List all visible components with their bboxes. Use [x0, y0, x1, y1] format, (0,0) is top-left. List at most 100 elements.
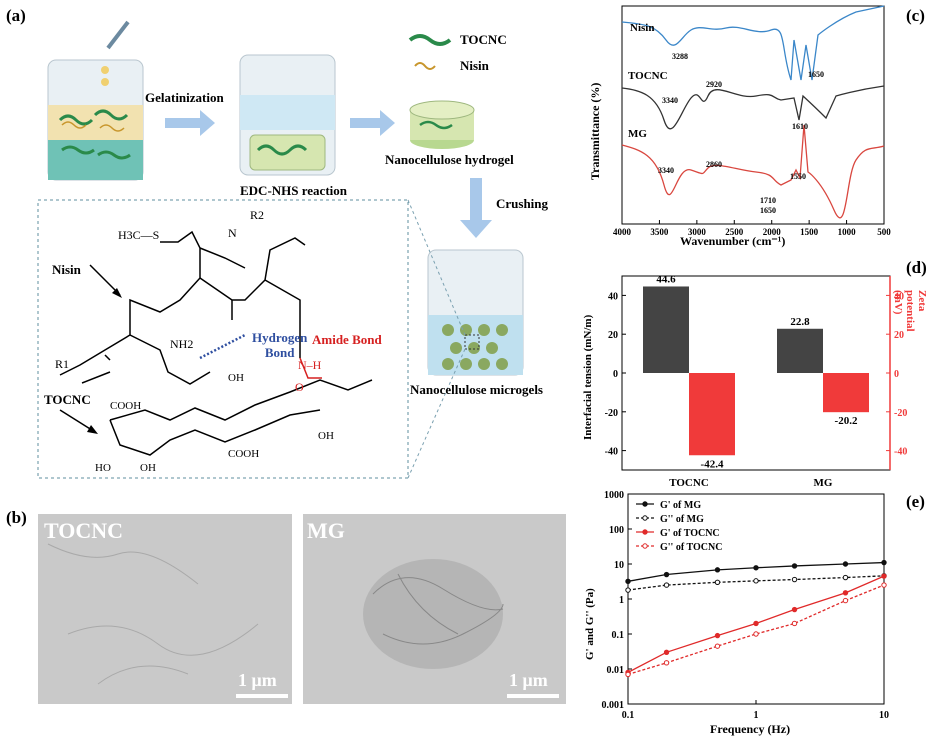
rheo-point: [842, 590, 849, 596]
ftir-xtick-label: 500: [877, 227, 891, 237]
peak-1650-mg: 1650: [760, 206, 776, 215]
bar-y2tick-label: 0: [894, 369, 899, 380]
hydrogel-label: Nanocellulose hydrogel: [385, 152, 514, 167]
rheo-legend-label: G' of MG: [660, 500, 701, 511]
rheo-xtick-label: 0.1: [622, 710, 635, 721]
cooh-2: COOH: [228, 448, 260, 460]
bar-ytick-label: -20: [605, 408, 618, 419]
oh-group-2: OH: [140, 462, 156, 474]
nisin-chem-label: Nisin: [52, 262, 81, 277]
rheo-point: [753, 578, 759, 584]
rheo-point: [881, 582, 887, 588]
r2-group: R2: [250, 208, 265, 222]
bar-ylabel: Interfacial tension (mN/m): [582, 314, 594, 440]
rheo-point: [842, 597, 849, 604]
nisin-legend-icon: [414, 62, 436, 70]
rheo-point: [663, 649, 670, 656]
rheo-point: [881, 573, 887, 579]
rheology-chart: 0.001 0.01 0.1 1 10 100 1000 0.1 1 10 G' of MG G'' …: [602, 490, 890, 721]
rheo-point: [663, 660, 670, 666]
bar-category-label: TOCNC: [669, 477, 709, 489]
peak-3340-tocnc: 3340: [662, 96, 678, 105]
rheo-point: [791, 620, 798, 627]
rheo-point: [663, 571, 670, 578]
rheo-point: [714, 643, 721, 649]
tem-image-tocnc: TOCNC 1 μm: [38, 514, 292, 704]
ftir-xtick-label: 2500: [725, 227, 744, 237]
amide-bond-label: Amide Bond: [312, 332, 382, 347]
rheo-ytick-label: 0.1: [612, 630, 625, 641]
ftir-legend-nisin: Nisin: [630, 22, 655, 34]
rheo-xtick-label: 1: [754, 710, 759, 721]
peak-2860: 2860: [706, 160, 722, 169]
hbond-line: [199, 333, 246, 360]
scale-text-left: 1 μm: [238, 670, 277, 690]
rheo-point: [881, 559, 887, 566]
r1-group: R1: [55, 357, 70, 371]
peak-1710: 1710: [760, 196, 776, 205]
tocnc-chem-label: TOCNC: [44, 392, 91, 407]
scale-bar-left: [236, 694, 288, 698]
panel-label-c: (c): [906, 6, 925, 25]
rheo-xlabel: Frequency (Hz): [710, 722, 791, 736]
rheo-point: [791, 563, 798, 569]
oh-group-3: OH: [318, 430, 334, 442]
tem-label-tocnc: TOCNC: [44, 518, 124, 543]
bar-value-label: -42.4: [701, 458, 724, 470]
panel-label-b: (b): [6, 508, 27, 527]
bar-ytick-label: -40: [605, 447, 618, 458]
crushing-label: Crushing: [496, 196, 549, 211]
edc-label: EDC-NHS reaction: [240, 183, 348, 198]
tem-label-mg: MG: [307, 518, 345, 543]
rheo-legend-marker: [642, 501, 648, 507]
rheo-point: [842, 574, 849, 581]
peak-3340-mg: 3340: [658, 166, 674, 175]
hydrogel-disc: [409, 100, 475, 149]
ftir-legend-tocnc: TOCNC: [628, 70, 668, 82]
nisin-legend-label: Nisin: [460, 58, 489, 73]
beaker-3: [427, 249, 524, 376]
ftir-chart: 4000 3500 3000 2500 2000 1500 1000 500: [613, 5, 891, 237]
rheo-ytick-label: 10: [614, 560, 624, 571]
bar-y2label: Zeta potential (mV): [892, 290, 928, 332]
bar-category-label: MG: [814, 477, 833, 489]
ftir-xtick-label: 2000: [763, 227, 782, 237]
ftir-xtick-label: 3000: [688, 227, 707, 237]
rheo-ytick-label: 0.001: [602, 700, 625, 711]
ho-group: HO: [95, 462, 111, 474]
panel-label-e: (e): [906, 492, 925, 511]
bar-value-label: 22.8: [790, 316, 810, 328]
hydrogen-bond-label: Hydrogen Bond: [252, 330, 308, 360]
rheo-ytick-label: 100: [609, 525, 624, 536]
arrow-edc: [350, 110, 395, 136]
tem-image-mg: MG 1 μm: [303, 514, 566, 704]
rheo-point: [842, 561, 849, 567]
rheo-point: [714, 632, 721, 639]
nh-r2-group: N: [228, 226, 237, 240]
rheo-ytick-label: 0.01: [607, 665, 625, 676]
rheo-point: [625, 587, 631, 593]
ftir-xlabel: Wavenumber (cm⁻¹): [680, 234, 786, 248]
ftir-line-tocnc: [621, 85, 885, 130]
bar-ytick-label: 40: [608, 291, 618, 302]
panel-label-d: (d): [906, 258, 927, 277]
rheo-legend-marker: [642, 529, 648, 535]
rheo-legend-label: G'' of TOCNC: [660, 542, 722, 553]
panel-label-a: (a): [6, 6, 26, 25]
rheo-point: [753, 620, 759, 627]
cooh-1: COOH: [110, 400, 142, 412]
rheo-point: [625, 671, 631, 678]
rheo-xtick-label: 10: [879, 710, 889, 721]
bar-value-label: 44.6: [656, 273, 676, 285]
peak-1550: 1550: [790, 172, 806, 181]
bar-tocnc-1: [689, 373, 735, 456]
ftir-xtick-label: 4000: [613, 227, 632, 237]
bar-ytick-label: 0: [613, 369, 618, 380]
scale-text-right: 1 μm: [509, 670, 548, 690]
gelatinization-label: Gelatinization: [145, 90, 224, 105]
arrow-gelatinization: [165, 110, 215, 136]
rheo-legend-marker: [642, 543, 648, 549]
bar-y2tick-label: 40: [894, 291, 904, 302]
bar-mg-1: [823, 373, 869, 413]
chemical-structure: [59, 230, 373, 456]
